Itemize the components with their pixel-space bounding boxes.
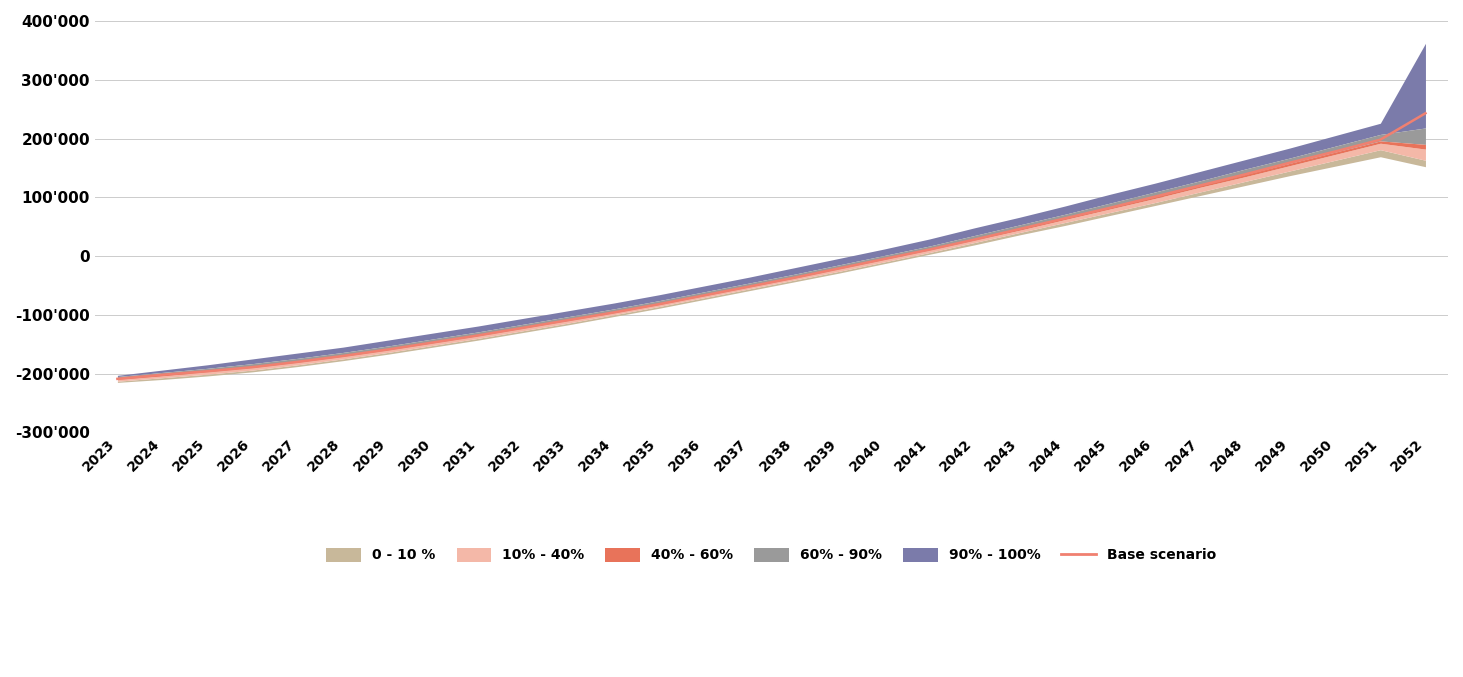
Legend: 0 - 10 %, 10% - 40%, 40% - 60%, 60% - 90%, 90% - 100%, Base scenario: 0 - 10 %, 10% - 40%, 40% - 60%, 60% - 90… [319,541,1223,569]
